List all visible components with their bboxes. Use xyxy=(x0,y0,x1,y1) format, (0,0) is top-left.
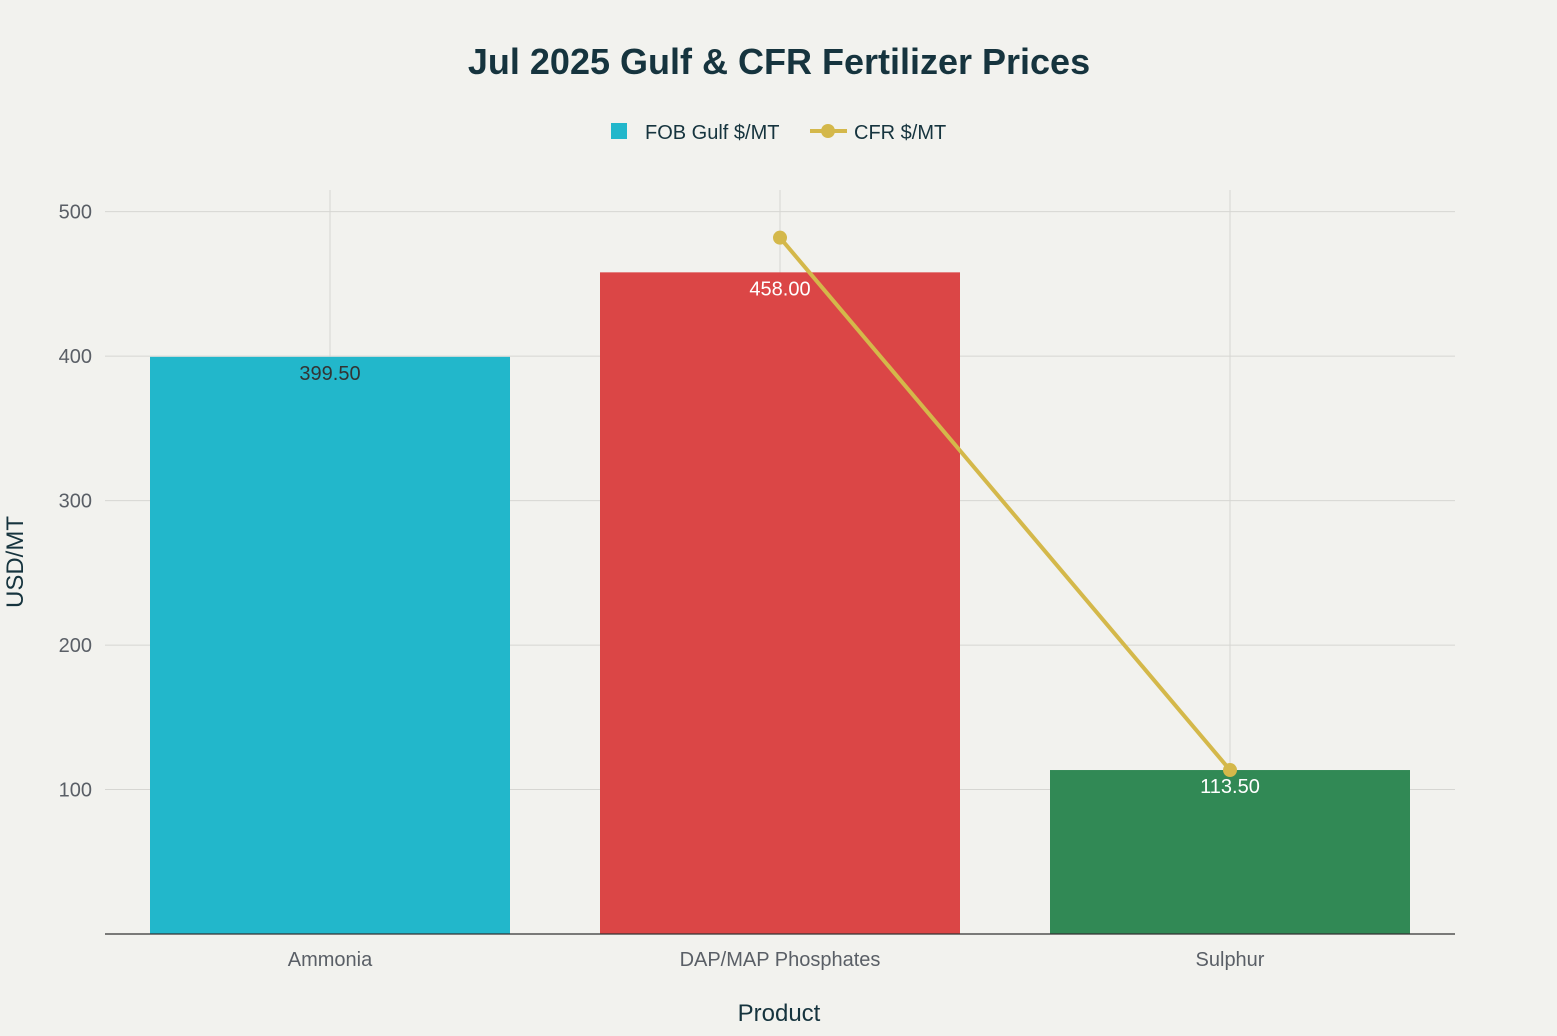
data-labels-layer: 399.50 458.00 113.50 xyxy=(299,278,1259,798)
bar-data-label-ammonia: 399.50 xyxy=(299,363,360,385)
cfr-line xyxy=(778,236,1232,772)
legend-label-fob-gulf: FOB Gulf $/MT xyxy=(645,122,779,144)
y-axis-title: USD/MT xyxy=(2,516,29,608)
bar-data-label-sulphur: 113.50 xyxy=(1200,776,1260,798)
legend-label-cfr: CFR $/MT xyxy=(854,122,946,144)
x-tick-label-dap-map-phosphates: DAP/MAP Phosphates xyxy=(680,949,881,971)
bar-dap-map-phosphates xyxy=(600,272,960,934)
x-axis-title: Product xyxy=(738,1000,821,1027)
x-tick-label-ammonia: Ammonia xyxy=(288,949,373,971)
cfr-point-dap-map-phosphates xyxy=(773,230,787,245)
y-tick-label-500: 500 xyxy=(59,202,92,224)
axis-layer: 100 200 300 400 500 Ammonia DAP/MAP Phosphates… xyxy=(59,202,1455,971)
y-tick-label-300: 300 xyxy=(59,491,92,513)
bars-layer xyxy=(150,272,1410,934)
chart-title: Jul 2025 Gulf & CFR Fertilizer Prices xyxy=(468,41,1090,82)
y-tick-label-400: 400 xyxy=(59,346,92,368)
bar-data-label-dap-map-phosphates: 458.00 xyxy=(749,278,810,300)
bar-ammonia xyxy=(150,356,510,934)
legend-swatch-cfr-marker xyxy=(821,124,835,138)
x-tick-label-sulphur: Sulphur xyxy=(1196,949,1265,971)
legend-swatch-fob-gulf xyxy=(611,123,627,139)
bar-sulphur xyxy=(1050,770,1410,934)
line-layer xyxy=(773,230,1237,778)
legend: FOB Gulf $/MT CFR $/MT xyxy=(611,122,946,144)
y-tick-label-100: 100 xyxy=(59,780,92,802)
y-tick-label-200: 200 xyxy=(59,635,92,657)
cfr-point-sulphur xyxy=(1223,763,1237,778)
